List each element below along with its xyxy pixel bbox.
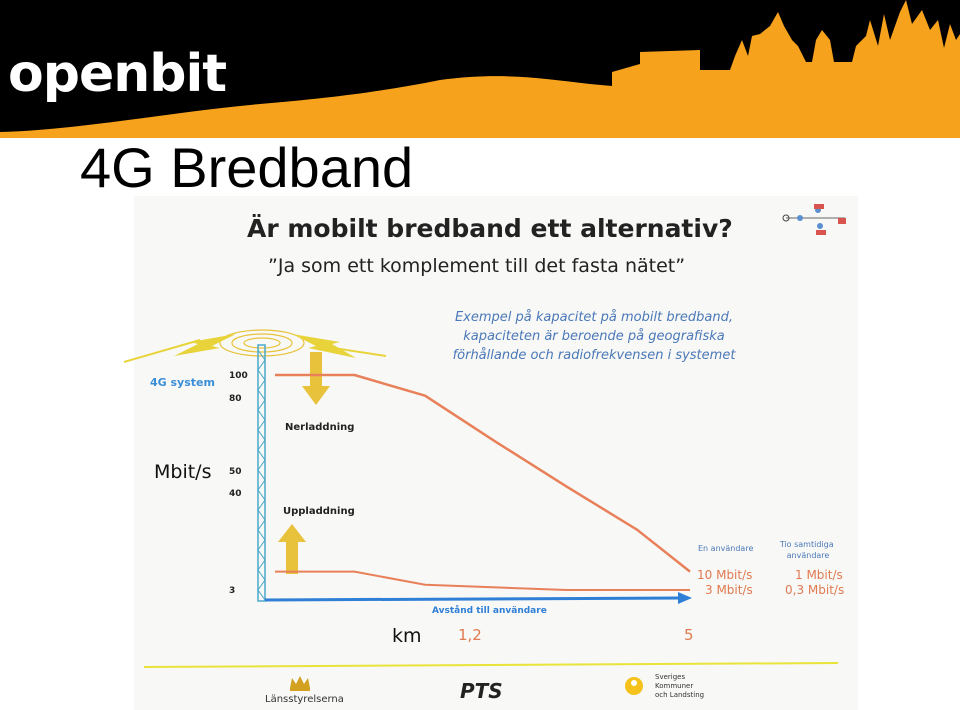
banner-skyline — [0, 0, 960, 138]
network-icon — [782, 204, 846, 235]
series-line-upload — [275, 570, 690, 591]
lightning-left-icon — [174, 334, 236, 356]
y-tick-label: 80 — [229, 394, 242, 404]
slide-title: Är mobilt bredband ett alternativ? — [247, 214, 733, 243]
x-tick-label: 5 — [684, 626, 694, 644]
x-axis — [264, 596, 681, 602]
wave-right — [319, 345, 387, 357]
download-label: Nerladdning — [285, 422, 354, 433]
x-axis-label: km — [392, 625, 422, 647]
y-tick-label: 40 — [229, 489, 242, 499]
radio-waves — [219, 329, 305, 357]
tower-label: 4G system — [150, 376, 215, 389]
y-tick-labels: 100 80 50 40 3 — [229, 371, 248, 596]
download-arrow-icon — [302, 352, 330, 405]
footer-divider — [143, 662, 839, 668]
wave-left — [123, 339, 201, 363]
page-title: 4G Bredband — [80, 136, 414, 199]
skl-emblem-icon — [625, 677, 643, 695]
ten-users-header: Tio samtidiga användare — [779, 540, 836, 560]
series-line-download — [275, 373, 691, 573]
slide-panel — [134, 196, 858, 710]
slide-subtitle: ”Ja som ett komplement till det fasta nä… — [268, 255, 686, 277]
single-user-header: En användare — [698, 544, 753, 553]
upload-label: Uppladdning — [283, 506, 355, 517]
ten-upload-value: 0,3 Mbit/s — [785, 583, 844, 597]
ten-download-value: 1 Mbit/s — [795, 568, 843, 582]
header-banner — [0, 0, 960, 138]
capacity-note: Exempel på kapacitet på mobilt bredband,… — [452, 310, 736, 363]
single-upload-value: 3 Mbit/s — [705, 583, 753, 597]
tower-icon — [257, 344, 266, 602]
x-tick-labels: 1,2 5 — [458, 626, 694, 644]
crown-icon — [290, 676, 310, 691]
upload-arrow-icon — [278, 524, 306, 574]
y-tick-label: 3 — [229, 586, 235, 596]
single-download-value: 10 Mbit/s — [697, 568, 752, 582]
x-axis-arrow — [678, 592, 692, 604]
series-layer — [275, 373, 691, 591]
y-tick-label: 100 — [229, 371, 248, 381]
footer-logo-lansstyrelserna: Länsstyrelserna — [265, 694, 344, 705]
y-tick-label: 50 — [229, 467, 242, 477]
openbit-logo: openbit — [8, 44, 227, 104]
x-axis-arrow-label: Avstånd till användare — [432, 605, 547, 616]
footer-logo-pts: PTS — [460, 679, 503, 703]
footer-logo-skl: Sveriges Kommuner och Landsting — [655, 673, 704, 699]
x-tick-label: 1,2 — [458, 626, 482, 644]
y-axis-label: Mbit/s — [154, 461, 211, 483]
